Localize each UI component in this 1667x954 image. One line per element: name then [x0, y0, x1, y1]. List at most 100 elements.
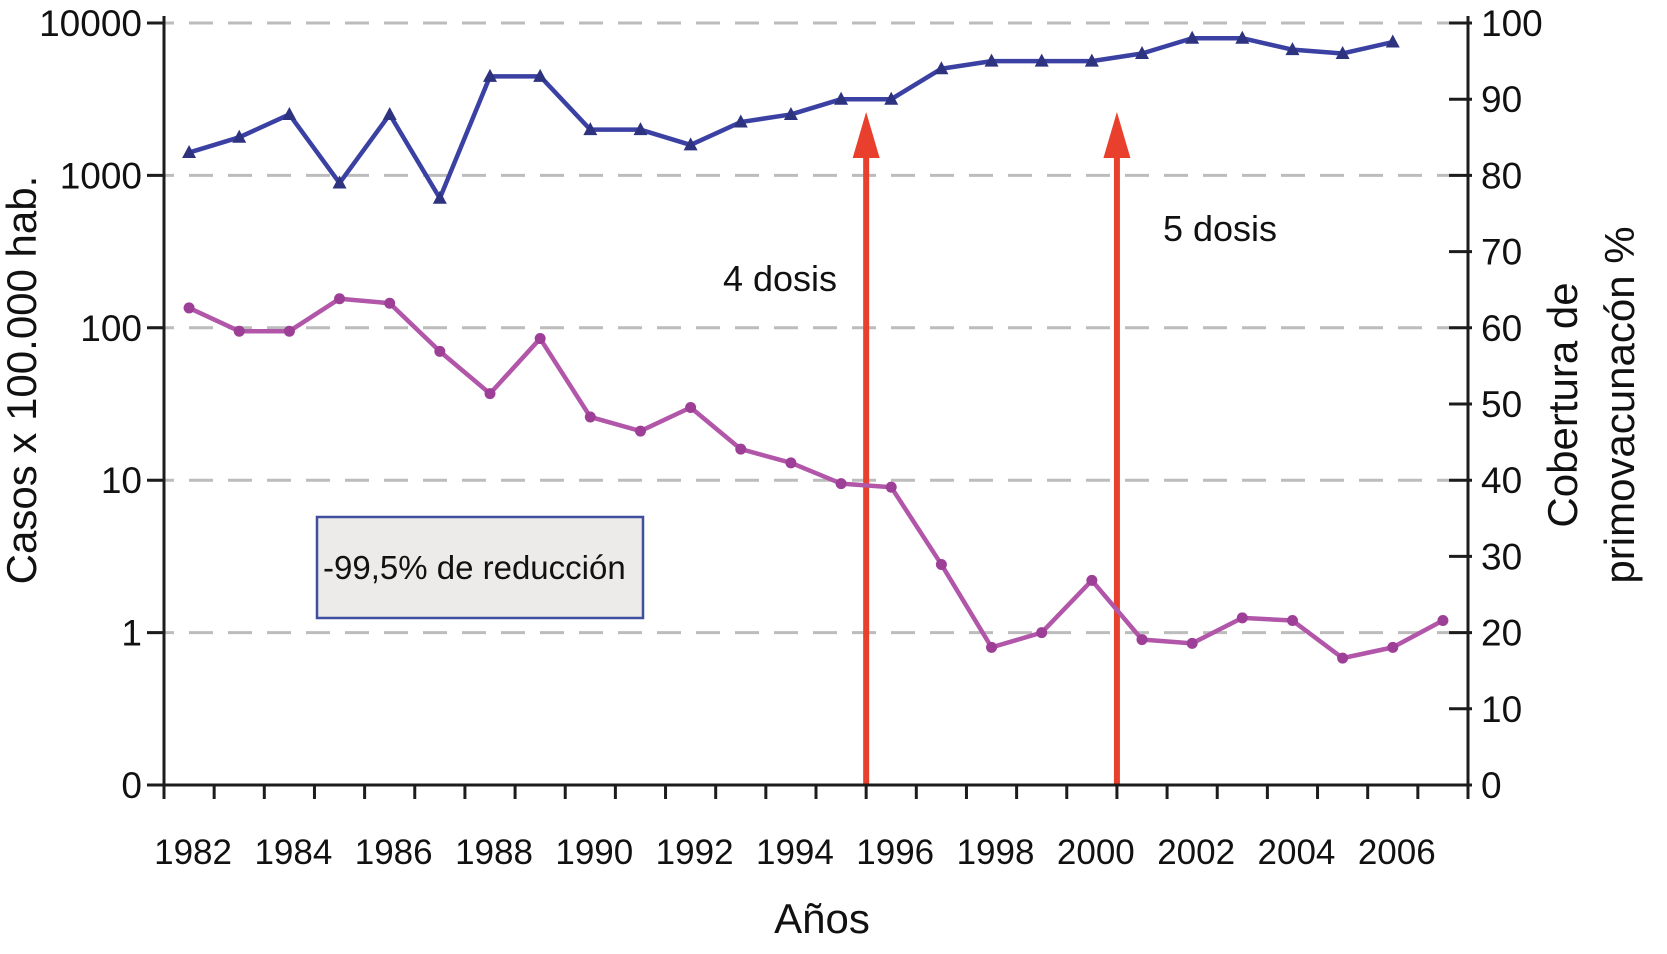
- cobertura-point: [533, 68, 548, 82]
- casos-point: [735, 443, 747, 455]
- casos-point: [1086, 574, 1098, 586]
- dose-arrow-head: [852, 112, 880, 158]
- right-axis-tick-label: 80: [1481, 155, 1522, 196]
- right-axis-tick-label: 50: [1481, 384, 1522, 425]
- casos-point: [183, 302, 195, 314]
- right-axis-tick-label: 30: [1481, 536, 1522, 577]
- cobertura-point: [1135, 45, 1149, 59]
- cobertura-point: [984, 53, 999, 67]
- casos-point: [685, 401, 697, 413]
- casos-point: [1337, 652, 1349, 664]
- casos-point: [1387, 641, 1399, 653]
- right-axis-tick-label: 90: [1481, 79, 1522, 120]
- cobertura-point: [232, 129, 247, 143]
- cobertura-point: [583, 122, 598, 136]
- casos-point: [584, 411, 596, 423]
- casos-point: [1236, 612, 1248, 624]
- casos-point: [283, 325, 295, 337]
- x-axis-year-label: 1984: [254, 833, 332, 872]
- left-axis-tick-label: 0: [121, 765, 142, 806]
- x-axis-year-label: 2000: [1057, 833, 1135, 872]
- cobertura-point: [282, 106, 297, 120]
- cobertura-point: [1335, 45, 1350, 59]
- dose-arrow-head: [1103, 112, 1131, 158]
- right-axis-tick-label: 70: [1481, 232, 1522, 273]
- casos-line: [188, 296, 1444, 661]
- cobertura-point: [834, 91, 849, 105]
- reduction-box-label: -99,5% de reducción: [323, 549, 626, 586]
- gridlines: [150, 21, 1473, 635]
- x-axis-year-label: 2002: [1157, 833, 1235, 872]
- x-axis-year-label: 1990: [555, 833, 633, 872]
- x-axis-year-label: 1986: [355, 833, 433, 872]
- x-axis-year-label: 1996: [856, 833, 934, 872]
- casos-point: [785, 457, 797, 469]
- cobertura-point: [432, 190, 447, 204]
- cobertura-point: [1084, 53, 1099, 67]
- x-axis-year-label: 1992: [656, 833, 734, 872]
- x-axis-year-label: 1982: [154, 833, 232, 872]
- x-axis-year-label: 1988: [455, 833, 533, 872]
- left-axis-tick-label: 1000: [60, 155, 142, 196]
- arrow-label-4-dosis: 4 dosis: [723, 258, 837, 299]
- casos-point: [935, 558, 947, 570]
- casos-point: [1186, 637, 1198, 649]
- right-axis-tick-label: 100: [1481, 3, 1543, 44]
- cobertura-point: [934, 61, 949, 75]
- casos-point: [534, 333, 546, 345]
- cobertura-point: [1034, 53, 1049, 67]
- cobertura-point: [683, 137, 698, 151]
- right-axis-tick-label: 10: [1481, 689, 1522, 730]
- left-axis-tick-label: 10: [101, 460, 142, 501]
- x-axis-title: Años: [774, 895, 870, 942]
- axes: [162, 16, 1470, 787]
- left-axis-tick-label: 10000: [39, 3, 142, 44]
- casos-point: [986, 641, 998, 653]
- right-axis-title-line1: Cobertura de: [1539, 282, 1586, 527]
- right-axis-tick-label: 20: [1481, 613, 1522, 654]
- casos-point: [434, 345, 446, 357]
- x-axis-year-label: 1994: [756, 833, 834, 872]
- cobertura-point: [633, 122, 648, 136]
- right-axis-tick-label: 0: [1481, 765, 1502, 806]
- left-axis-tick-label: 100: [80, 308, 142, 349]
- dose-arrows: [852, 112, 1131, 785]
- cobertura-point: [1185, 30, 1200, 44]
- casos-point: [634, 425, 646, 437]
- casos-point: [384, 297, 396, 309]
- right-axis-tick-label: 40: [1481, 460, 1522, 501]
- casos-point: [1286, 615, 1298, 627]
- cobertura-point: [1235, 30, 1250, 44]
- x-axis-year-label: 2006: [1358, 833, 1436, 872]
- right-axis-title-line2: primovacunacón %: [1596, 226, 1643, 583]
- arrow-label-5-dosis: 5 dosis: [1163, 208, 1277, 249]
- data-series: [182, 30, 1449, 664]
- cobertura-point: [783, 106, 798, 120]
- casos-point: [885, 481, 897, 493]
- cobertura-point: [1385, 34, 1400, 48]
- axis-tick-labels: 1000010001001010100908070605040302010019…: [39, 3, 1543, 872]
- cobertura-point: [182, 145, 197, 159]
- left-axis-title: Casos x 100.000 hab.: [0, 176, 45, 585]
- casos-point: [484, 388, 496, 400]
- cobertura-point: [483, 68, 497, 82]
- cobertura-point: [884, 91, 899, 105]
- x-axis-year-label: 2004: [1258, 833, 1336, 872]
- axis-ticks: [147, 21, 1472, 799]
- cobertura-point: [382, 106, 397, 120]
- cobertura-point: [733, 114, 748, 128]
- right-axis-tick-label: 60: [1481, 308, 1522, 349]
- casos-point: [835, 478, 847, 490]
- casos-point: [334, 293, 346, 305]
- casos-point: [1437, 615, 1449, 627]
- casos-point: [1036, 627, 1048, 639]
- left-axis-tick-label: 1: [121, 613, 142, 654]
- casos-point: [1136, 634, 1148, 646]
- reduction-box: [315, 515, 645, 620]
- reduction-annotation: -99,5% de reducción: [315, 515, 645, 620]
- casos-point: [233, 325, 245, 337]
- cobertura-point: [1285, 42, 1300, 56]
- cobertura-point: [332, 175, 347, 189]
- x-axis-year-label: 1998: [957, 833, 1035, 872]
